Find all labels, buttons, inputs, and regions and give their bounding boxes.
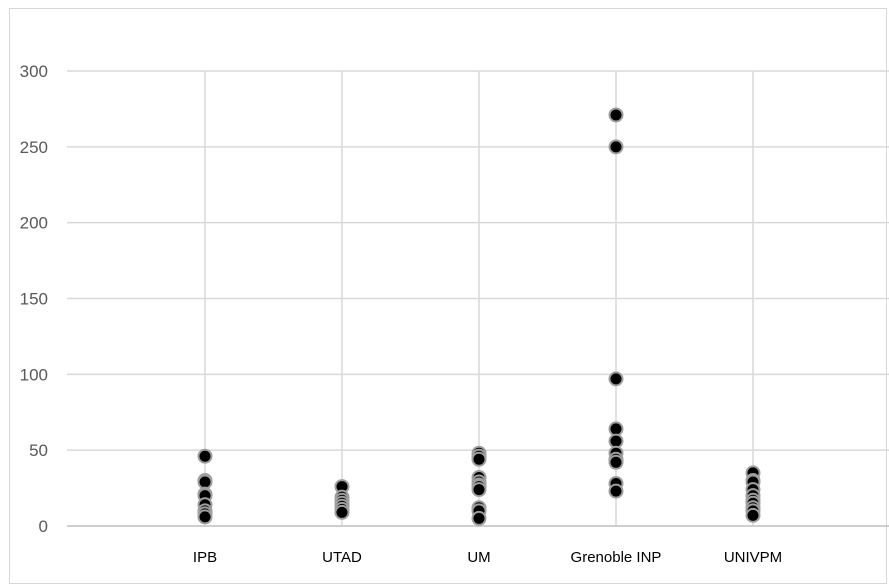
y-axis-tick-labels: 0 50 100 150 200 250 300 [20,62,48,536]
data-point-grenoble-inp-1 [608,139,624,155]
y-tick-label-50: 50 [29,441,48,460]
y-tick-label-250: 250 [20,138,48,157]
horizontal-gridlines [67,70,889,451]
data-point-grenoble-inp-2 [608,371,624,387]
chart-frame [9,8,887,584]
data-point-ipb-2 [197,474,213,490]
data-point-grenoble-inp-3 [608,421,624,437]
y-tick-label-300: 300 [20,62,48,81]
data-point-ipb-8 [197,509,213,525]
y-tick-label-200: 200 [20,214,48,233]
data-point-grenoble-inp-0 [608,107,624,123]
data-point-utad-6 [334,504,350,520]
data-point-um-7 [471,482,487,498]
data-point-grenoble-inp-9 [608,483,624,499]
x-tick-label-grenoble-inp: Grenoble INP [571,549,662,566]
x-tick-label-univpm: UNIVPM [724,549,782,566]
data-points [197,107,761,526]
y-tick-label-150: 150 [20,290,48,309]
data-point-um-10 [471,510,487,526]
data-point-grenoble-inp-4 [608,433,624,449]
x-tick-label-um: UM [467,549,490,566]
x-tick-label-ipb: IPB [193,549,217,566]
data-point-um-2 [471,451,487,467]
x-axis-tick-labels: IPB UTAD UM Grenoble INP UNIVPM [193,549,782,566]
data-point-grenoble-inp-7 [608,454,624,470]
data-point-ipb-0 [197,448,213,464]
y-tick-label-100: 100 [20,365,48,384]
x-tick-label-utad: UTAD [322,549,362,566]
y-tick-label-0: 0 [39,517,48,536]
data-point-univpm-9 [745,507,761,523]
